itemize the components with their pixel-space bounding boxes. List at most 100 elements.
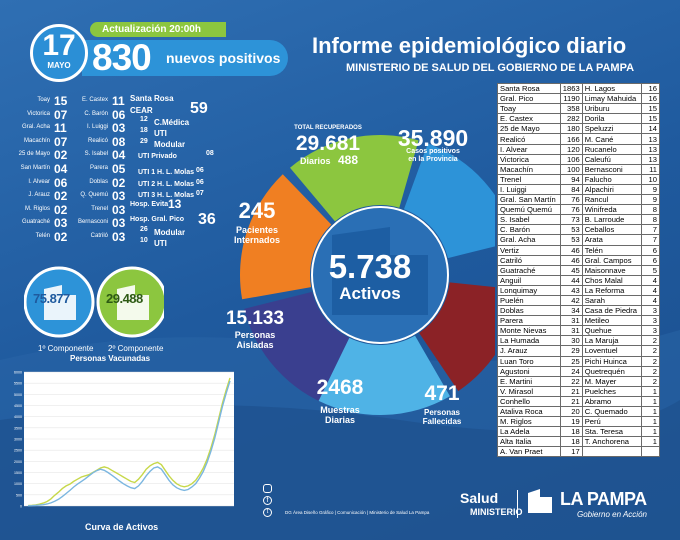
chart-y-tick: 5000 (14, 393, 22, 397)
brand-divider (517, 490, 518, 518)
facebook-icon[interactable]: f (263, 496, 272, 505)
social-icons: f t (263, 484, 273, 522)
locality-cell: Parera (497, 315, 561, 327)
instagram-icon[interactable] (263, 484, 272, 493)
locality-cell: Santa Rosa (497, 82, 561, 95)
uti-line-value: 06 (196, 178, 204, 186)
locality-value: 02 (54, 148, 68, 163)
locality-value: 15 (54, 94, 68, 108)
cases-cell: 106 (559, 153, 583, 165)
table-row: E. Castex 282 Dorila 15 (497, 113, 660, 125)
samples-label-2: Diarias (324, 415, 356, 425)
chart-y-tick: 1500 (14, 471, 22, 475)
table-row: Victorica 106 Caleufú 13 (497, 153, 660, 165)
cases-cell: 2 (641, 345, 660, 357)
ministerio-text: MINISTERIO (470, 507, 523, 517)
locality-value: 07 (54, 134, 68, 149)
cases-cell: 2 (641, 355, 660, 367)
locality-name: Parera (89, 165, 108, 171)
locality-cell: Quemú Quemú (497, 204, 561, 216)
localities-table: Santa Rosa 1863 H. Lagos 16 Gral. Pico 1190 Li… (497, 82, 660, 458)
locality-value: 11 (112, 94, 125, 108)
cases-cell: 7 (641, 224, 660, 236)
locality-cell: Ataliva Roca (497, 405, 561, 418)
cases-cell: 1 (641, 395, 660, 408)
page-title: Informe epidemiológico diario (312, 33, 627, 58)
santa-rosa-line-value: 29 (140, 138, 148, 145)
cases-cell: 14 (641, 123, 660, 135)
cases-cell: 73 (559, 214, 583, 226)
second-dose-count: 29.488 (106, 291, 143, 306)
hospitalized-segment (240, 174, 332, 300)
gral-pico-line-label: Modular (154, 228, 186, 237)
positives-label-2: en la Provincia (408, 156, 458, 163)
locality-value: 07 (54, 107, 68, 122)
locality-cell: Speluzzi (581, 123, 643, 135)
locality-name: Guatraché (21, 219, 50, 226)
uti-line-label: UTI 3 H. L. Molas (138, 192, 195, 199)
locality-cell: Ceballos (581, 224, 643, 236)
cases-cell: 1863 (559, 82, 583, 95)
locality-cell: Caleufú (581, 153, 643, 165)
province-map-icon (332, 227, 428, 315)
table-row: E. Martini 22 M. Mayer 2 (497, 375, 660, 387)
locality-cell: Anguil (497, 274, 561, 286)
table-row: Puelén 42 Sarah 4 (497, 294, 660, 307)
table-row: 25 de Mayo 180 Speluzzi 14 (497, 123, 660, 135)
hospitalized-label-1: Pacientes (235, 225, 279, 235)
twitter-icon[interactable]: t (263, 508, 272, 517)
locality-name: M. Riglos (24, 205, 50, 212)
cases-cell: 9 (641, 194, 660, 206)
cases-cell: 16 (641, 93, 660, 105)
cases-cell: 9 (641, 183, 660, 196)
locality-cell: C. Quemado (581, 405, 643, 418)
locality-cell: Agustoni (497, 365, 561, 377)
locality-cell: La Maruja (581, 335, 643, 347)
locality-cell: Conhello (497, 395, 561, 408)
locality-value: 03 (112, 121, 126, 136)
cases-cell: 2 (641, 375, 660, 387)
locality-name: Realicó (87, 137, 108, 144)
locality-cell: Vertiz (497, 244, 561, 256)
locality-cell: Dorila (581, 113, 643, 125)
hospitalized-label-2: Internados (233, 235, 280, 245)
credits-text: DG Área Diseño Gráfico | Comunicación | … (285, 510, 430, 515)
locality-value: 03 (112, 230, 126, 244)
daily-recovered-label: Diarios (300, 156, 331, 166)
santa-rosa-line-value: 18 (140, 127, 148, 134)
locality-cell: Gral. Pico (497, 93, 561, 105)
chart-y-tick: 4500 (14, 404, 22, 408)
locality-name: Gral. Acha (21, 124, 50, 131)
locality-cell: J. Arauz (497, 345, 561, 357)
locality-cell: La Reforma (581, 284, 643, 296)
locality-cell: E. Martini (497, 375, 561, 387)
locality-name: Victorica (27, 110, 50, 117)
date-month: MAYO (47, 61, 71, 70)
locality-value: 02 (112, 175, 126, 190)
cases-cell: 7 (641, 234, 660, 246)
table-row: Gral. San Martín 76 Rancul 9 (497, 194, 660, 206)
locality-name: Trenel (91, 205, 108, 212)
locality-value: 05 (112, 162, 126, 176)
cases-cell: 6 (641, 244, 660, 256)
cases-cell: 24 (559, 365, 583, 377)
table-row: Agustoni 24 Quetrequén 2 (497, 365, 660, 377)
locality-cell: A. Van Praet (497, 446, 561, 458)
recovered-label: TOTAL RECUPERADOS (294, 125, 362, 131)
cases-cell: 10 (641, 173, 660, 185)
cases-cell: 6 (641, 254, 660, 266)
locality-cell: Luan Toro (497, 355, 561, 367)
table-row: Conhello 21 Abramo 1 (497, 395, 660, 408)
locality-cell: Catriló (497, 254, 561, 266)
locality-value: 03 (54, 216, 68, 231)
locality-cell: V. Mirasol (497, 385, 561, 397)
cases-cell: 166 (559, 133, 583, 145)
cear-value: 59 (190, 100, 208, 117)
locality-name: Catriló (90, 233, 108, 239)
locality-cell: Abramo (581, 395, 643, 408)
locality-cell: Guatraché (497, 264, 561, 276)
locality-cell: Alpachiri (581, 183, 643, 196)
table-row: I. Luiggi 84 Alpachiri 9 (497, 183, 660, 196)
locality-cell: Loventuel (581, 345, 643, 357)
